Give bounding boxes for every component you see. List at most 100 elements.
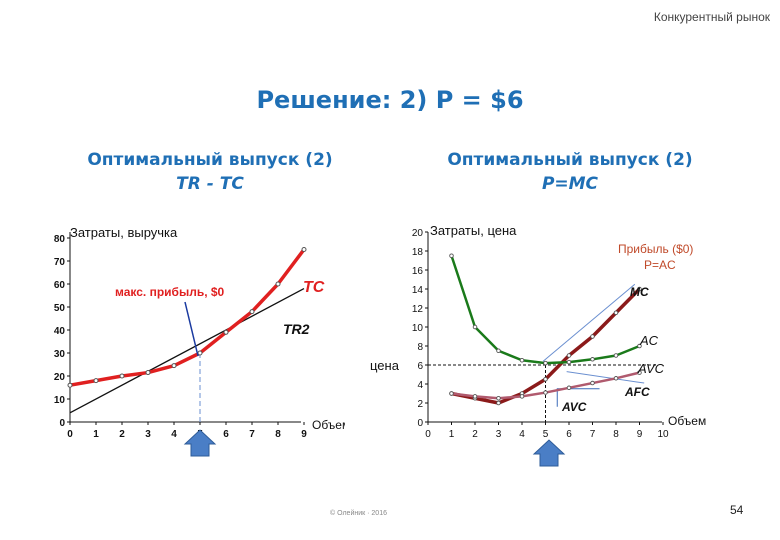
tc-point [275, 281, 281, 287]
right-y-tick-label: 12 [412, 304, 424, 315]
right-y-tick-label: 2 [417, 399, 423, 410]
right-y-tick-label: 10 [412, 323, 424, 334]
quantity-arrow-left-icon [183, 429, 217, 457]
tc-label: TC [303, 279, 325, 296]
mc-point [637, 286, 642, 292]
right-y-tick-label: 18 [412, 247, 424, 258]
tc-point [197, 350, 203, 356]
left-x-tick-label: 3 [145, 429, 151, 440]
right-x-tick-label: 3 [496, 429, 502, 440]
tc-point [301, 247, 307, 252]
left-y-tick-label: 0 [59, 418, 65, 429]
right-x-label: Объем [668, 414, 706, 428]
tc-point [171, 363, 177, 369]
left-y-tick-label: 50 [54, 303, 66, 314]
ac-point [496, 348, 501, 353]
left-y-tick-label: 40 [54, 326, 66, 337]
left-x-tick-label: 4 [171, 429, 177, 440]
tc-point [145, 370, 151, 376]
right-y-label: Затраты, цена [430, 223, 517, 238]
avc-point [472, 394, 478, 399]
ac-point [613, 353, 619, 358]
right-x-tick-label: 0 [425, 429, 431, 440]
avc-point [543, 390, 548, 395]
profit-label: Прибыль ($0) [618, 242, 693, 256]
right-y-tick-label: 16 [412, 266, 424, 277]
mc-point [496, 400, 501, 406]
right-x-tick-label: 9 [637, 429, 643, 440]
avc-point [590, 380, 595, 386]
right-y-tick-label: 6 [417, 361, 423, 372]
left-y-tick-label: 30 [54, 349, 66, 360]
left-series [67, 247, 307, 414]
left-x-tick-label: 1 [93, 429, 99, 440]
afc-label: AFC [624, 385, 650, 399]
left-y-tick-label: 60 [54, 280, 66, 291]
left-y-tick-label: 70 [54, 257, 66, 268]
ac-point [472, 324, 478, 330]
mc-point [590, 334, 595, 339]
section-header: Конкурентный рынок [653, 10, 770, 24]
ac-label: AC [639, 333, 659, 348]
left-x-label: Объем [312, 418, 345, 432]
right-series [449, 253, 642, 406]
ac-point [519, 357, 525, 363]
avc-point [637, 370, 642, 375]
right-x-tick-label: 4 [519, 429, 525, 440]
left-y-tick-label: 80 [54, 234, 66, 245]
ac-curve [450, 255, 640, 365]
left-x-tick-label: 7 [249, 429, 255, 440]
mc-point [543, 376, 548, 382]
tr2-line [69, 288, 305, 414]
ac-point [543, 360, 548, 366]
avc-point [566, 385, 572, 391]
right-y-tick-label: 0 [417, 418, 423, 429]
left-x-tick-label: 2 [119, 429, 125, 440]
tc-point [119, 373, 125, 379]
right-y-tick-label: 20 [412, 228, 424, 239]
tc-point [93, 378, 99, 384]
afc-leader-line [566, 371, 645, 384]
ac-point [590, 357, 595, 362]
left-y-tick-label: 20 [54, 372, 66, 383]
right-x-tick-label: 10 [657, 429, 669, 440]
right-guides [428, 283, 658, 422]
left-x-tick-label: 8 [275, 429, 281, 440]
left-x-tick-label: 0 [67, 429, 73, 440]
right-x-tick-label: 8 [613, 429, 619, 440]
right-x-tick-label: 2 [472, 429, 478, 440]
ac-point [566, 359, 572, 365]
max-profit-pointer [184, 301, 199, 357]
left-y-label: Затраты, выручка [70, 225, 178, 240]
avc-point [449, 391, 454, 396]
avc-point [496, 395, 501, 401]
profit-leader-line [542, 283, 636, 362]
tc-point [67, 382, 73, 388]
avc-bracket [556, 388, 600, 407]
subtitle-right: Оптимальный выпуск (2) P=MC [430, 148, 710, 196]
price-axis-label: цена [370, 358, 400, 373]
right-x-ticks: 0 1 2 3 4 5 6 7 8 9 10 [425, 422, 669, 440]
tc-curve [69, 248, 306, 387]
right-x-tick-label: 6 [566, 429, 572, 440]
left-x-tick-label: 6 [223, 429, 229, 440]
left-y-ticks: 0 10 20 30 40 50 60 70 80 [54, 234, 70, 429]
subtitle-right-line1: Оптимальный выпуск (2) [447, 150, 693, 170]
right-x-tick-label: 1 [449, 429, 455, 440]
ac-point [637, 343, 642, 349]
copyright: © Олейник · 2016 [330, 510, 387, 517]
mc-label: MC [630, 285, 649, 299]
avc-label-right: AVC [637, 361, 665, 376]
right-y-tick-label: 14 [412, 285, 424, 296]
subtitle-right-line2: P=MC [541, 174, 599, 194]
left-x-tick-label: 9 [301, 429, 307, 440]
tc-point [249, 309, 255, 315]
subtitle-left: Оптимальный выпуск (2) TR - TC [70, 148, 350, 196]
subtitle-left-line2: TR - TC [176, 174, 244, 194]
slide-title: Решение: 2) P = $6 [256, 86, 524, 114]
tc-point [223, 329, 229, 335]
right-x-tick-label: 5 [543, 429, 549, 440]
